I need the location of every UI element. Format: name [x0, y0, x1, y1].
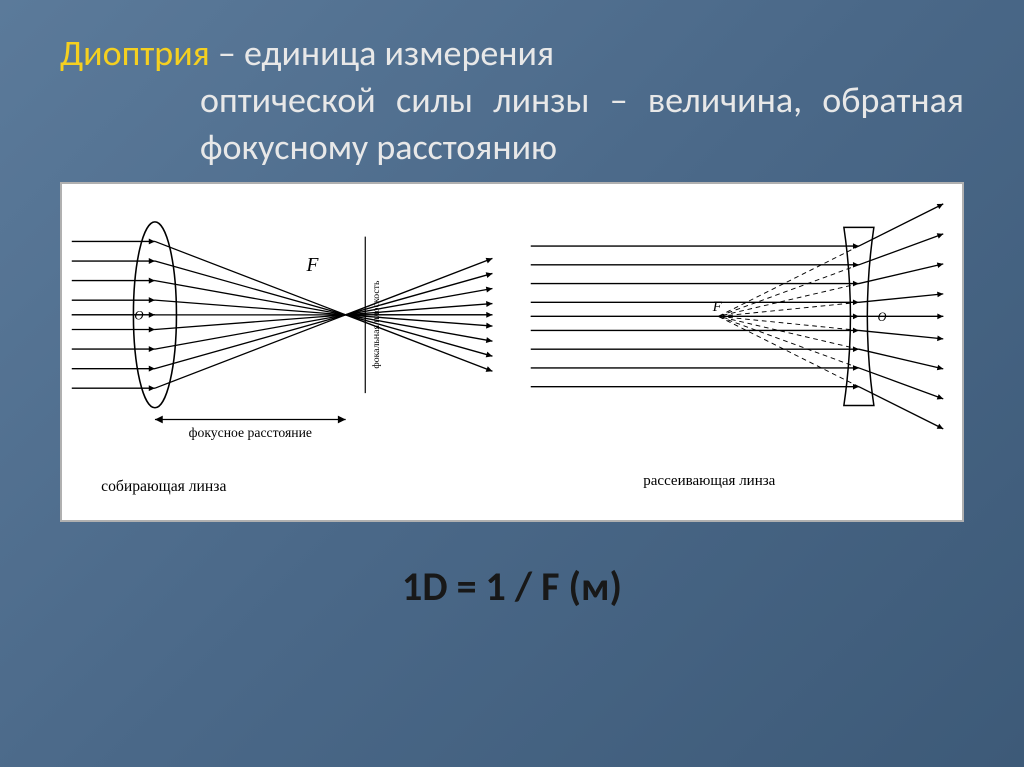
formula-text: 1D = 1 / F (м): [60, 562, 964, 611]
converging-lens-panel: FOфокусное расстояниерасстояниефокальная…: [62, 184, 512, 520]
diverging-lens-svg: F Oрассеивающая линза: [512, 184, 962, 520]
diagram-frame: FOфокусное расстояниерасстояниефокальная…: [60, 182, 964, 522]
svg-text:собирающая линза: собирающая линза: [101, 478, 226, 495]
diverging-lens-panel: F Oрассеивающая линза: [512, 184, 962, 520]
svg-text:O: O: [878, 310, 887, 324]
svg-text:рассеивающая линза: рассеивающая линза: [643, 474, 775, 490]
svg-text:O: O: [134, 309, 143, 323]
svg-text:F: F: [306, 255, 320, 276]
title-rest-1: – единица измерения: [218, 31, 554, 75]
converging-lens-svg: FOфокусное расстояниерасстояниефокальная…: [62, 184, 512, 520]
svg-text:F: F: [712, 299, 723, 315]
slide-title: Диоптрия – единица измерения оптической …: [60, 30, 964, 170]
title-rest-2: оптической силы линзы – величина, обратн…: [200, 78, 964, 169]
svg-text:фокусное расстояние: фокусное расстояние: [189, 425, 312, 440]
svg-text:фокальная плоскость: фокальная плоскость: [371, 280, 382, 369]
title-highlight: Диоптрия: [60, 31, 210, 75]
